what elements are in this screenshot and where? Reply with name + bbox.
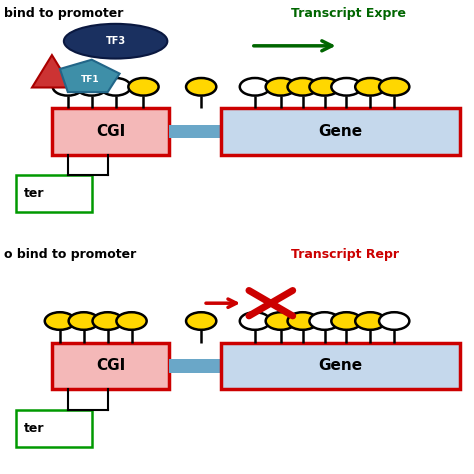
Circle shape (355, 312, 385, 330)
Circle shape (100, 78, 131, 96)
Text: Gene: Gene (319, 358, 363, 373)
Ellipse shape (64, 24, 167, 59)
Text: Gene: Gene (319, 124, 363, 139)
Text: Transcript Repr: Transcript Repr (291, 248, 399, 261)
Text: TF3: TF3 (106, 36, 126, 46)
Bar (52, 109, 169, 155)
Polygon shape (60, 60, 119, 92)
Text: ter: ter (24, 187, 45, 201)
Bar (169, 359, 221, 373)
Circle shape (288, 78, 318, 96)
Bar (221, 343, 460, 389)
Circle shape (240, 312, 270, 330)
Circle shape (92, 312, 123, 330)
Circle shape (128, 78, 159, 96)
Circle shape (77, 78, 107, 96)
Text: bind to promoter: bind to promoter (4, 7, 124, 20)
Circle shape (310, 78, 340, 96)
Polygon shape (32, 55, 72, 88)
Circle shape (53, 78, 83, 96)
Text: ter: ter (24, 422, 45, 435)
Circle shape (310, 312, 340, 330)
Circle shape (379, 312, 410, 330)
Text: CGI: CGI (96, 358, 125, 373)
Bar (169, 125, 221, 138)
Text: CGI: CGI (96, 124, 125, 139)
Circle shape (265, 312, 296, 330)
Circle shape (288, 312, 318, 330)
Text: TF1: TF1 (81, 75, 99, 84)
Circle shape (265, 78, 296, 96)
Circle shape (69, 312, 99, 330)
Circle shape (186, 312, 216, 330)
Circle shape (331, 312, 362, 330)
Circle shape (355, 78, 385, 96)
Circle shape (240, 78, 270, 96)
Bar (52, 343, 169, 389)
Bar (221, 109, 460, 155)
Circle shape (331, 78, 362, 96)
Circle shape (45, 312, 75, 330)
Text: o bind to promoter: o bind to promoter (4, 248, 137, 261)
Circle shape (186, 78, 216, 96)
Text: Transcript Expre: Transcript Expre (291, 7, 406, 20)
Bar (16, 175, 92, 212)
Circle shape (379, 78, 410, 96)
Circle shape (117, 312, 146, 330)
Bar (16, 410, 92, 447)
